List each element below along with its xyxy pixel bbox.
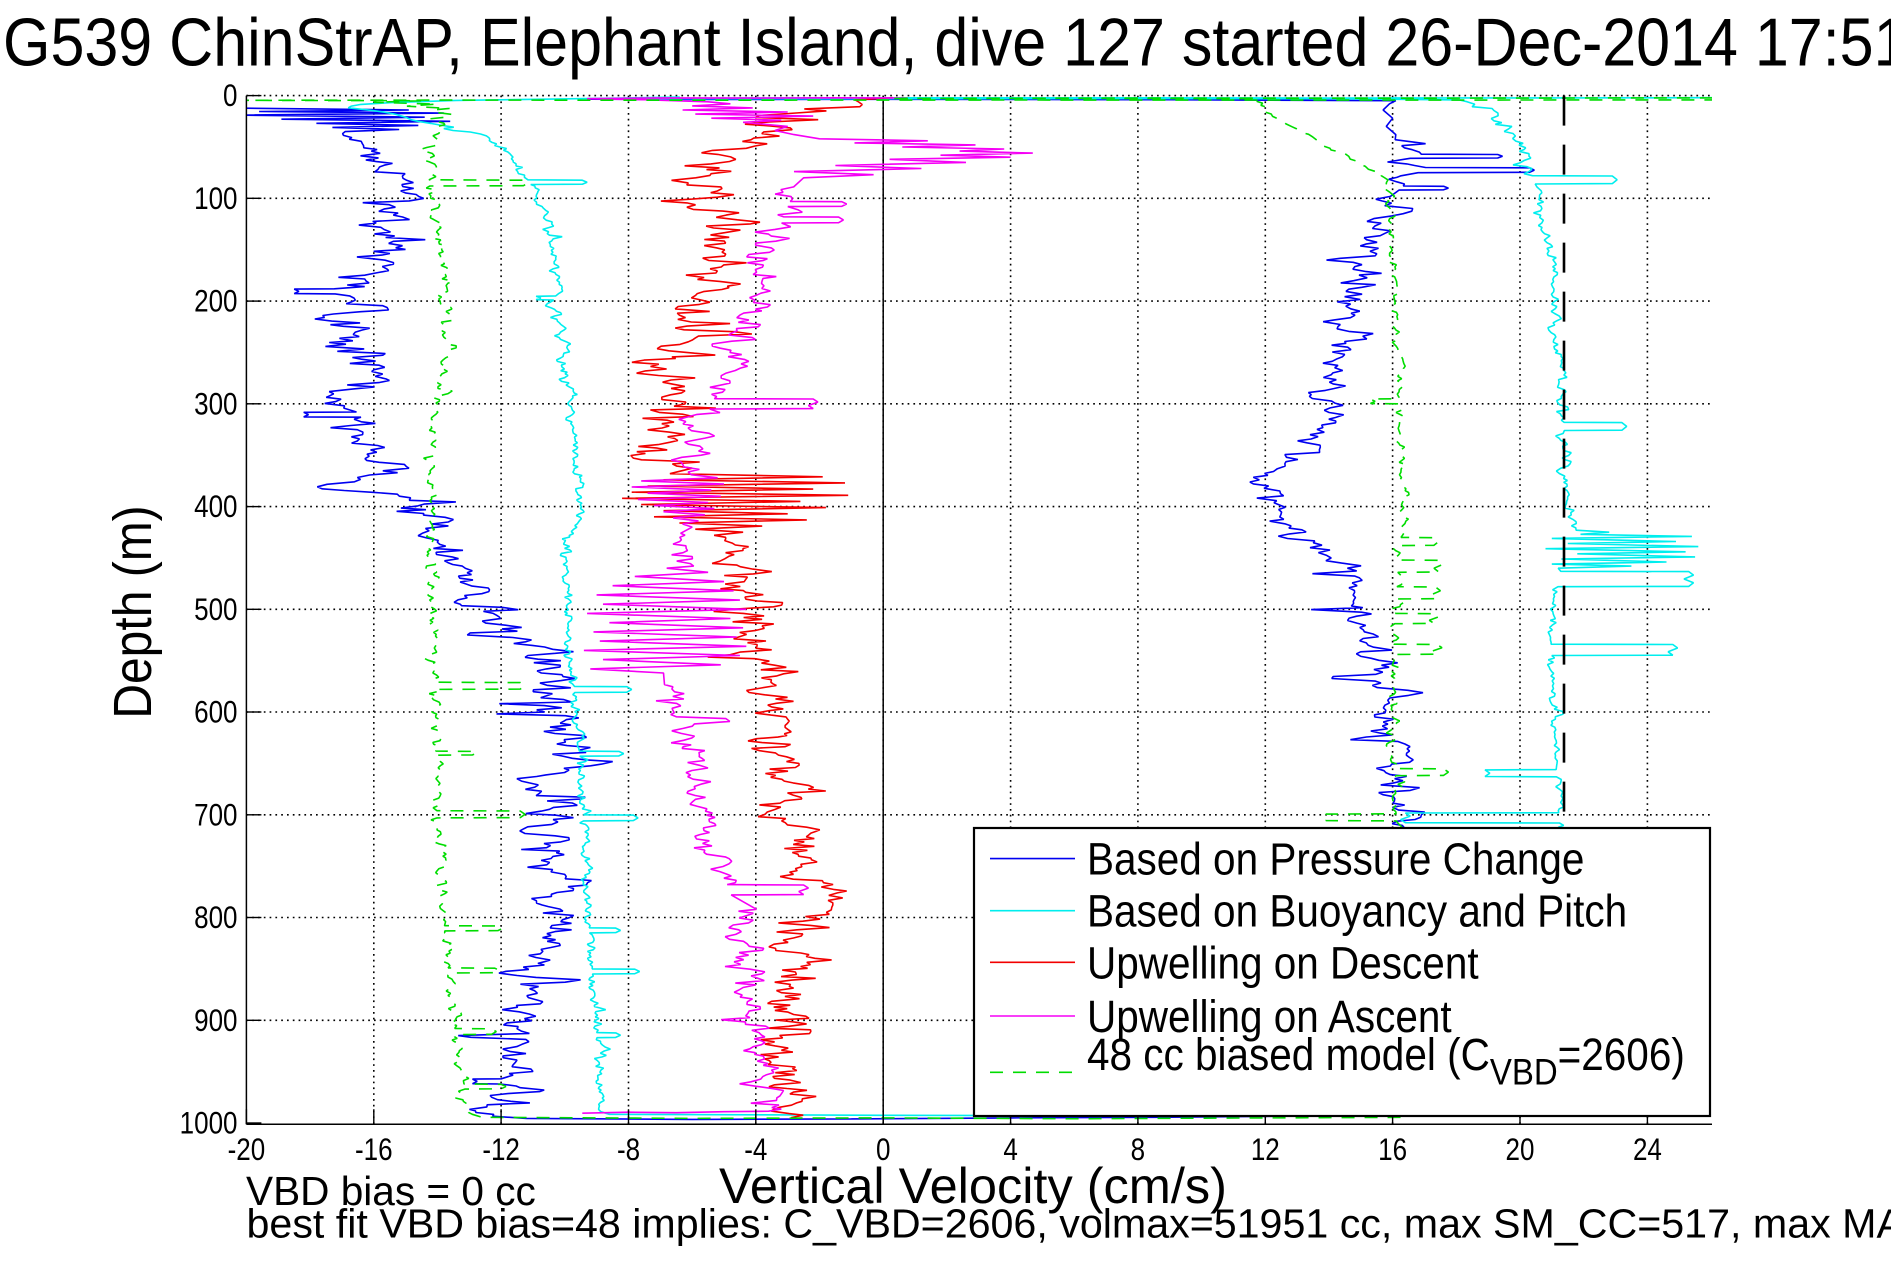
svg-text:700: 700 — [194, 798, 237, 833]
svg-text:20: 20 — [1506, 1133, 1535, 1168]
svg-text:12: 12 — [1251, 1133, 1280, 1168]
svg-text:600: 600 — [194, 695, 237, 730]
svg-text:Based on Pressure Change: Based on Pressure Change — [1087, 835, 1584, 886]
svg-text:VBD bias = 0 cc: VBD bias = 0 cc — [246, 1168, 536, 1214]
svg-text:best fit VBD bias=48 implies:: best fit VBD bias=48 implies: C_VBD=2606… — [247, 1201, 1891, 1247]
svg-text:1000: 1000 — [180, 1106, 238, 1141]
svg-text:8: 8 — [1131, 1133, 1145, 1168]
svg-text:Upwelling on Ascent: Upwelling on Ascent — [1087, 992, 1452, 1043]
svg-text:4: 4 — [1003, 1133, 1017, 1168]
svg-text:300: 300 — [194, 387, 237, 422]
svg-text:Depth (m): Depth (m) — [102, 505, 162, 718]
svg-text:G539 ChinStrAP, Elephant Islan: G539 ChinStrAP, Elephant Island, dive 12… — [3, 5, 1891, 81]
svg-text:-20: -20 — [228, 1133, 266, 1168]
svg-text:Based on Buoyancy and Pitch: Based on Buoyancy and Pitch — [1087, 887, 1627, 938]
svg-text:Upwelling on Descent: Upwelling on Descent — [1087, 938, 1479, 989]
svg-text:-4: -4 — [744, 1133, 767, 1168]
svg-text:-12: -12 — [482, 1133, 520, 1168]
svg-text:400: 400 — [194, 490, 237, 525]
svg-text:900: 900 — [194, 1004, 237, 1039]
svg-text:0: 0 — [876, 1133, 890, 1168]
svg-text:500: 500 — [194, 593, 237, 628]
svg-text:0: 0 — [223, 79, 237, 114]
svg-text:-16: -16 — [355, 1133, 393, 1168]
svg-text:16: 16 — [1378, 1133, 1407, 1168]
svg-text:800: 800 — [194, 901, 237, 936]
svg-text:Vertical Velocity (cm/s): Vertical Velocity (cm/s) — [719, 1157, 1227, 1214]
svg-text:200: 200 — [194, 284, 237, 319]
svg-text:-8: -8 — [617, 1133, 640, 1168]
svg-text:24: 24 — [1633, 1133, 1662, 1168]
svg-text:100: 100 — [194, 182, 237, 217]
